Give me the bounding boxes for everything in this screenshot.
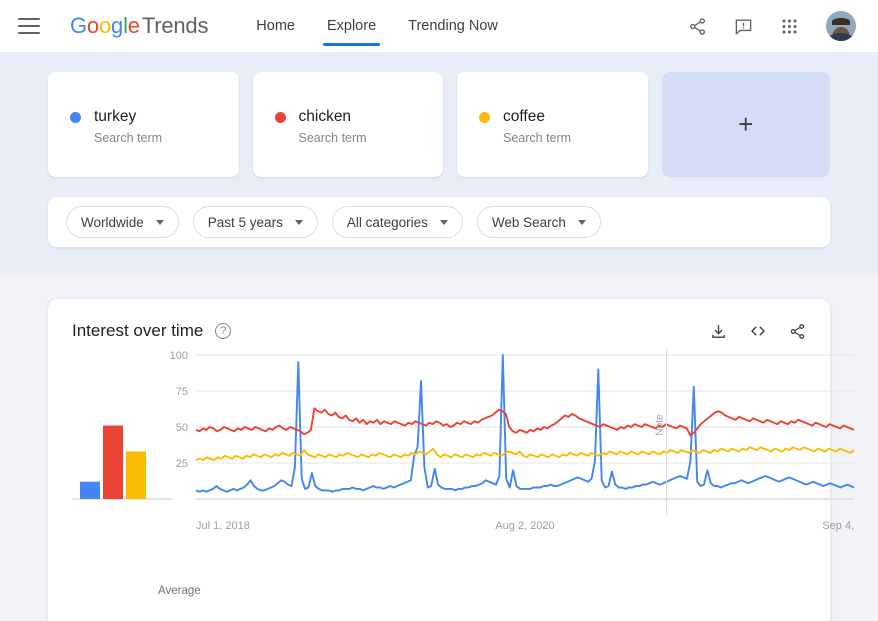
filter-bar: Worldwide Past 5 years All categories We… (48, 197, 830, 247)
svg-text:100: 100 (170, 350, 188, 362)
feedback-icon[interactable] (734, 17, 753, 36)
help-icon[interactable]: ? (215, 323, 232, 339)
nav-item-explore[interactable]: Explore (322, 0, 381, 52)
filter-search-type[interactable]: Web Search (476, 206, 601, 238)
logo-letter-g: G (70, 13, 87, 38)
logo-letter-o1: o (86, 13, 99, 38)
svg-text:50: 50 (176, 422, 188, 434)
embed-code-icon[interactable] (749, 322, 767, 340)
search-term-cards: turkey Search term chicken Search term c… (0, 72, 878, 177)
svg-text:25: 25 (176, 458, 188, 470)
search-term-type-turkey: Search term (94, 131, 163, 145)
interest-over-time-chart[interactable]: 25 50 75 100 Note Jul 1, 2018 Aug 2, 2020 Sep 4… (72, 347, 878, 597)
average-axis-label: Average (158, 585, 201, 597)
logo-word-trends: Trends (141, 13, 209, 38)
chart-card-header: Interest over time ? (72, 321, 806, 341)
download-icon[interactable] (710, 323, 727, 340)
filter-search-type-label: Web Search (491, 214, 566, 230)
search-term-type-coffee: Search term (503, 131, 572, 145)
header-actions (688, 11, 856, 41)
logo-letter-g2: g (111, 13, 124, 38)
page-title: Interest over time (72, 321, 204, 340)
svg-text:Sep 4, 2022: Sep 4, 2022 (822, 520, 854, 532)
search-term-card-coffee[interactable]: coffee Search term (457, 72, 648, 177)
chart-card-actions (710, 322, 806, 340)
add-search-term-button[interactable]: + (661, 72, 830, 177)
avatar[interactable] (826, 11, 856, 41)
search-term-type-chicken: Search term (298, 131, 367, 145)
interest-over-time-card: Interest over time ? 25 50 75 100 Note J (48, 299, 878, 621)
avatar-hair (832, 18, 850, 26)
share-icon[interactable] (789, 323, 806, 340)
series-color-dot-coffee (479, 111, 490, 123)
chevron-down-icon (294, 219, 303, 225)
search-term-label-chicken: chicken (298, 108, 352, 125)
nav-item-home[interactable]: Home (256, 18, 295, 34)
svg-text:Note: Note (654, 414, 665, 436)
series-color-dot-turkey (70, 111, 81, 123)
filter-time-range-label: Past 5 years (207, 214, 283, 230)
series-color-dot-chicken (274, 111, 286, 123)
filter-category-label: All categories (346, 214, 428, 230)
logo-letter-l: l (123, 13, 128, 38)
chevron-down-icon (155, 219, 164, 225)
chevron-down-icon (439, 219, 448, 225)
share-icon[interactable] (688, 17, 707, 36)
logo-letter-o2: o (98, 13, 112, 38)
svg-text:Aug 2, 2020: Aug 2, 2020 (495, 520, 554, 532)
search-term-label-coffee: coffee (503, 108, 545, 125)
chart-plot-area: 25 50 75 100 Note Jul 1, 2018 Aug 2, 2020 Sep 4… (72, 347, 878, 617)
search-terms-band: turkey Search term chicken Search term c… (0, 52, 878, 273)
filter-category[interactable]: All categories (331, 206, 463, 238)
avatar-body (828, 33, 854, 41)
main-nav: Home Explore Trending Now (256, 0, 530, 52)
search-term-label-turkey: turkey (94, 108, 137, 125)
filter-location-label: Worldwide (81, 214, 144, 230)
filter-location[interactable]: Worldwide (66, 206, 179, 238)
search-term-card-turkey[interactable]: turkey Search term (48, 72, 239, 177)
apps-grid-icon[interactable] (780, 17, 799, 36)
nav-item-trending-now[interactable]: Trending Now (408, 18, 498, 34)
logo-letter-e: e (127, 13, 140, 38)
chevron-down-icon (577, 219, 586, 225)
search-term-card-chicken[interactable]: chicken Search term (252, 72, 443, 177)
filter-time-range[interactable]: Past 5 years (192, 206, 318, 238)
svg-text:75: 75 (176, 386, 188, 398)
hamburger-menu-icon[interactable] (18, 18, 40, 34)
svg-text:Jul 1, 2018: Jul 1, 2018 (196, 520, 250, 532)
